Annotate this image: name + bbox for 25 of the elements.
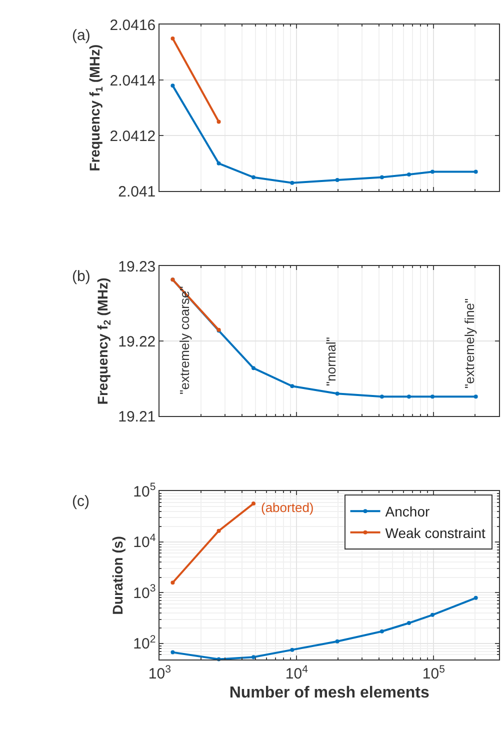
annotation: "normal": [324, 336, 339, 386]
y-tick-label: 10$^{3}$: [133, 582, 156, 602]
y-tick-label: 10$^{4}$: [133, 532, 156, 552]
annotation: (aborted): [261, 500, 314, 515]
y-tick-label: 19.22: [118, 333, 156, 350]
x-tick-label: 10$^{3}$: [148, 663, 172, 683]
x-tick-label: 10$^{4}$: [285, 663, 308, 683]
chart-title: (b): [72, 268, 90, 285]
y-tick-label: 19.23: [118, 258, 156, 276]
legend-label: Anchor: [385, 504, 430, 520]
y-tick-label: 2.0414: [110, 72, 156, 90]
x-tick-label: 10$^{5}$: [422, 663, 446, 683]
y-tick-label: 19.21: [118, 408, 156, 426]
legend-label: Weak constraint: [385, 524, 486, 541]
x-axis-title: Number of mesh elements: [229, 684, 430, 702]
y-axis-title: Duration (s): [110, 536, 126, 615]
y-tick-label: 10$^{5}$: [133, 481, 156, 500]
chart-title: (a): [72, 27, 90, 44]
y-tick-label: 2.0416: [110, 16, 156, 34]
y-tick-label: 2.041: [118, 183, 156, 200]
annotation: "extremely fine": [462, 298, 478, 388]
y-tick-label: 10$^{2}$: [133, 633, 156, 653]
chart-title: (c): [72, 493, 90, 510]
annotation: "extremely coarse": [177, 286, 192, 394]
y-tick-label: 2.0412: [110, 128, 156, 145]
